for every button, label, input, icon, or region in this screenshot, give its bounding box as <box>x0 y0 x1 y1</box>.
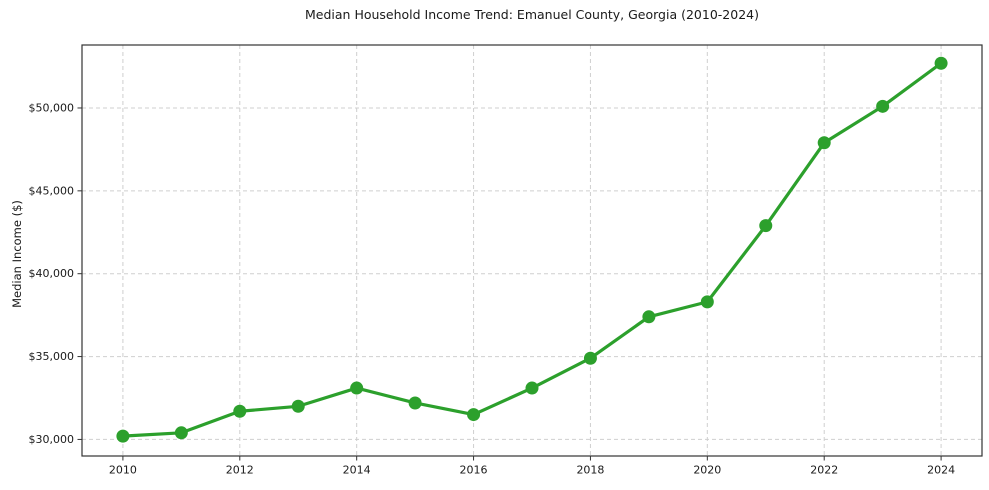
data-point-marker <box>583 351 597 365</box>
data-point-marker <box>817 136 831 150</box>
data-point-marker <box>174 426 188 440</box>
data-point-marker <box>876 99 890 113</box>
data-point-marker <box>467 408 481 422</box>
y-tick-label: $30,000 <box>29 433 75 446</box>
data-point-marker <box>700 295 714 309</box>
y-tick-label: $40,000 <box>29 267 75 280</box>
y-axis-label-text: Median Income ($) <box>10 200 24 308</box>
data-point-marker <box>233 404 247 418</box>
data-point-marker <box>934 56 948 70</box>
x-tick-label: 2022 <box>810 464 838 477</box>
chart-title: Median Household Income Trend: Emanuel C… <box>305 7 759 22</box>
x-tick-label: 2024 <box>927 464 955 477</box>
data-point-marker <box>759 219 773 233</box>
data-point-marker <box>525 381 539 395</box>
data-point-marker <box>408 396 422 410</box>
x-tick-label: 2010 <box>109 464 137 477</box>
data-point-marker <box>116 429 130 443</box>
y-tick-label: $50,000 <box>29 101 75 114</box>
x-tick-label: 2012 <box>226 464 254 477</box>
data-point-marker <box>350 381 364 395</box>
x-tick-label: 2020 <box>693 464 721 477</box>
plot-border <box>81 44 983 457</box>
x-tick-label: 2014 <box>343 464 371 477</box>
y-tick-label: $45,000 <box>29 184 75 197</box>
x-tick-label: 2018 <box>576 464 604 477</box>
y-tick-label: $35,000 <box>29 350 75 363</box>
data-point-marker <box>291 399 305 413</box>
x-tick-label: 2016 <box>460 464 488 477</box>
data-point-marker <box>642 310 656 324</box>
data-line <box>121 61 943 438</box>
